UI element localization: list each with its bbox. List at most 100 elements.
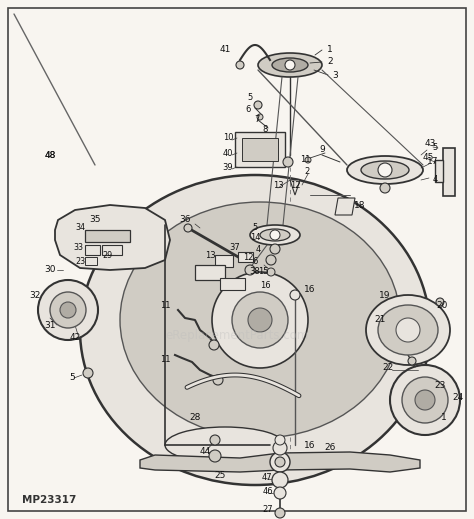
- Text: 19: 19: [379, 291, 391, 299]
- Text: 46: 46: [263, 487, 273, 497]
- Circle shape: [212, 272, 308, 368]
- Circle shape: [272, 472, 288, 488]
- Ellipse shape: [366, 295, 450, 365]
- Circle shape: [275, 435, 285, 445]
- Text: 34: 34: [75, 224, 85, 233]
- Ellipse shape: [378, 305, 438, 355]
- Bar: [235, 132, 285, 167]
- Text: 38: 38: [250, 267, 260, 277]
- Text: 22: 22: [383, 363, 393, 373]
- Text: 27: 27: [263, 506, 273, 514]
- Text: 16: 16: [260, 280, 270, 290]
- Text: 48: 48: [44, 151, 55, 159]
- Circle shape: [267, 268, 275, 276]
- Text: MP23317: MP23317: [22, 495, 76, 505]
- Text: 15: 15: [258, 267, 268, 277]
- Text: 42: 42: [69, 334, 81, 343]
- Circle shape: [305, 157, 311, 163]
- Bar: [102, 245, 122, 255]
- Text: 5: 5: [252, 224, 258, 233]
- Text: 29: 29: [103, 251, 113, 260]
- Text: 35: 35: [89, 215, 101, 225]
- Text: 44: 44: [200, 447, 210, 457]
- Text: 48: 48: [44, 152, 55, 160]
- Circle shape: [275, 508, 285, 518]
- Circle shape: [209, 450, 221, 462]
- Ellipse shape: [272, 58, 308, 72]
- Circle shape: [184, 224, 192, 232]
- Text: 2: 2: [327, 58, 333, 66]
- Text: 28: 28: [189, 414, 201, 422]
- Text: eReplacementParts.com: eReplacementParts.com: [165, 329, 309, 342]
- Text: 33: 33: [73, 242, 83, 252]
- Text: 5: 5: [432, 143, 438, 153]
- Text: 37: 37: [229, 243, 240, 253]
- Polygon shape: [140, 452, 420, 472]
- Text: 40: 40: [223, 148, 233, 157]
- Circle shape: [270, 452, 290, 472]
- Bar: [443, 148, 455, 196]
- Text: 36: 36: [179, 215, 191, 225]
- Text: 12: 12: [290, 181, 300, 189]
- Ellipse shape: [347, 156, 423, 184]
- Circle shape: [290, 290, 300, 300]
- Text: 32: 32: [29, 291, 41, 299]
- Text: 23: 23: [75, 256, 85, 266]
- Text: 41: 41: [219, 46, 231, 54]
- Circle shape: [275, 457, 285, 467]
- Text: 14: 14: [250, 234, 260, 242]
- Text: 9: 9: [319, 145, 325, 155]
- Circle shape: [283, 157, 293, 167]
- Text: 1: 1: [327, 46, 333, 54]
- Polygon shape: [335, 198, 355, 215]
- Ellipse shape: [260, 229, 290, 241]
- Circle shape: [378, 163, 392, 177]
- Text: 23: 23: [434, 380, 446, 389]
- Polygon shape: [290, 180, 300, 195]
- Text: 39: 39: [223, 162, 233, 171]
- Circle shape: [402, 377, 448, 423]
- Text: 21: 21: [374, 316, 386, 324]
- Circle shape: [50, 292, 86, 328]
- Ellipse shape: [361, 161, 409, 179]
- Ellipse shape: [165, 427, 285, 463]
- Text: 17: 17: [427, 157, 439, 167]
- Circle shape: [257, 114, 263, 120]
- Text: 12: 12: [243, 253, 253, 263]
- Text: 45: 45: [422, 154, 434, 162]
- Circle shape: [270, 230, 280, 240]
- Text: 1: 1: [441, 414, 447, 422]
- Circle shape: [83, 368, 93, 378]
- Text: 10: 10: [223, 133, 233, 143]
- Circle shape: [408, 357, 416, 365]
- Text: 13: 13: [273, 181, 283, 189]
- Text: 4: 4: [432, 175, 438, 184]
- Text: 6: 6: [246, 105, 251, 115]
- Text: 11: 11: [160, 301, 170, 309]
- Text: 26: 26: [324, 443, 336, 452]
- Text: 47: 47: [262, 473, 272, 483]
- Ellipse shape: [80, 175, 430, 485]
- Text: 5: 5: [69, 374, 75, 383]
- Text: 4: 4: [255, 245, 261, 254]
- Text: 24: 24: [452, 393, 464, 403]
- Circle shape: [273, 441, 287, 455]
- Circle shape: [380, 183, 390, 193]
- Circle shape: [274, 487, 286, 499]
- Ellipse shape: [258, 53, 322, 77]
- Circle shape: [436, 298, 444, 306]
- Text: 25: 25: [214, 471, 226, 480]
- Circle shape: [38, 280, 98, 340]
- Text: 8: 8: [262, 126, 268, 134]
- Bar: [220, 278, 245, 290]
- Bar: [195, 265, 225, 280]
- Text: 13: 13: [205, 251, 215, 260]
- Circle shape: [60, 302, 76, 318]
- Ellipse shape: [120, 202, 400, 438]
- Ellipse shape: [250, 225, 300, 245]
- Circle shape: [232, 292, 288, 348]
- Circle shape: [396, 318, 420, 342]
- Circle shape: [285, 60, 295, 70]
- Text: 20: 20: [436, 301, 447, 309]
- Text: 31: 31: [44, 321, 56, 330]
